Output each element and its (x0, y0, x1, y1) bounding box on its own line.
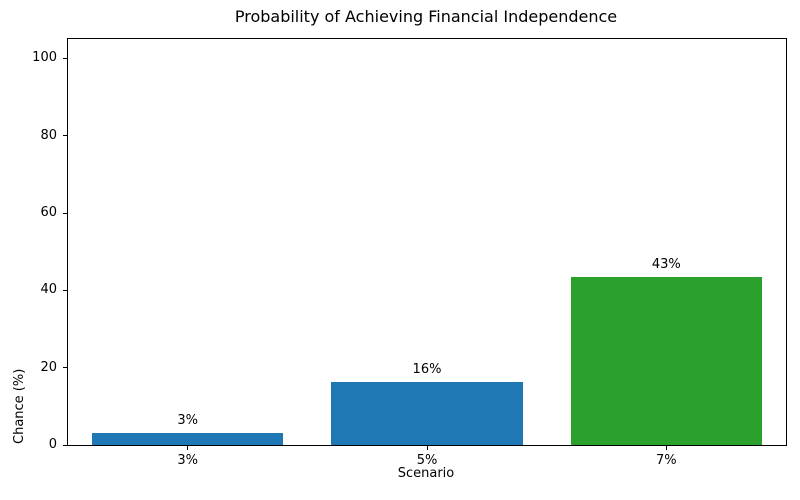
y-tick-label: 100 (32, 50, 57, 66)
x-tick-label: 5% (416, 453, 438, 468)
x-tick-mark (665, 446, 667, 450)
y-tick-label: 60 (40, 205, 57, 220)
y-tick-label: 40 (40, 282, 57, 298)
x-tick-label: 3% (177, 453, 198, 468)
bar-value-label: 43% (651, 257, 681, 273)
x-tick-mark (187, 446, 189, 450)
x-axis-label: Scenario (397, 466, 455, 481)
y-tick-mark (63, 289, 67, 291)
y-tick-label: 20 (40, 359, 57, 375)
y-tick-mark (63, 212, 67, 214)
y-axis-label: Chance (%) (12, 368, 27, 444)
y-tick-label: 80 (40, 127, 57, 143)
y-tick-mark (63, 444, 67, 446)
y-tick-mark (63, 135, 67, 137)
x-tick-label: 7% (655, 453, 677, 468)
bar (91, 433, 284, 445)
chart-title: Probability of Achieving Financial Indep… (234, 7, 618, 26)
y-tick-mark (63, 367, 67, 369)
bar-value-label: 16% (412, 361, 442, 377)
x-tick-mark (426, 446, 428, 450)
plot-area: 0 20 40 60 80 100 3% 3% 16% 5% 43% 7% (32, 38, 787, 468)
y-tick-mark (63, 57, 67, 59)
y-tick-label: 0 (48, 437, 57, 452)
bar (570, 277, 763, 445)
bar (331, 381, 523, 445)
bar-value-label: 3% (177, 413, 198, 429)
